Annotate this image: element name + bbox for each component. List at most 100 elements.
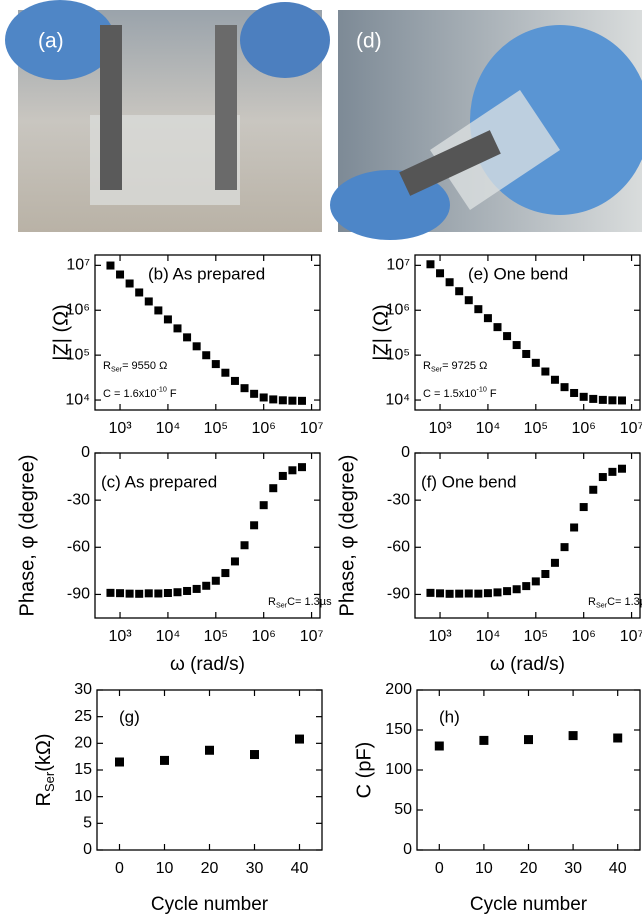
data-point (426, 260, 435, 269)
data-point (522, 349, 531, 358)
text-part: F (487, 388, 497, 400)
y-tick-label: 0 (83, 841, 92, 858)
data-point (522, 582, 531, 591)
y-tick-label: 30 (74, 681, 92, 698)
panel-label: (e) One bend (468, 264, 568, 283)
y-axis-label: |Z| (Ω) (50, 304, 72, 360)
data-point (617, 396, 626, 405)
x-tick-label: 10⁵ (204, 628, 228, 645)
data-point (541, 570, 550, 578)
data-point (202, 581, 211, 590)
data-point (221, 368, 230, 377)
data-point (570, 523, 579, 532)
text-part: R (103, 360, 111, 372)
data-point (568, 731, 578, 741)
data-point (579, 392, 588, 401)
annotation: RSer= 9725 Ω (423, 360, 487, 373)
text-part: (kΩ) (33, 734, 55, 772)
y-tick-label: 10⁵ (386, 346, 410, 363)
data-point (154, 589, 163, 598)
data-point (106, 588, 115, 597)
data-point (550, 558, 559, 567)
x-tick-label: 10⁵ (524, 420, 548, 437)
y-axis-label: |Z| (Ω) (370, 304, 392, 360)
data-point (250, 521, 259, 530)
y-tick-label: 0 (81, 444, 90, 461)
text-part: C = 1.5x10 (423, 388, 477, 400)
annotation: C = 1.6x10-10 F (103, 385, 177, 399)
data-point (531, 577, 540, 586)
data-point (173, 588, 182, 597)
y-tick-label: 20 (74, 735, 92, 752)
x-axis-label: ω (rad/s) (170, 654, 245, 675)
data-point (240, 384, 249, 393)
x-tick-label: 30 (246, 860, 264, 877)
plot-frame (414, 254, 641, 411)
data-point (278, 396, 287, 405)
data-point (579, 503, 588, 512)
x-axis-label: ω (rad/s) (490, 654, 565, 675)
data-point (550, 375, 559, 384)
data-point (474, 305, 483, 314)
data-point (598, 473, 607, 482)
data-point (192, 584, 201, 593)
text-part: Ser (42, 771, 57, 792)
data-point (144, 589, 153, 598)
photo-d: (d) (330, 10, 642, 240)
data-point (163, 315, 172, 324)
photo-label: (a) (38, 30, 64, 53)
data-point (464, 589, 473, 598)
plot-frame (94, 452, 321, 619)
y-axis-label: C (pF) (353, 742, 375, 799)
data-point (503, 332, 512, 341)
x-tick-label: 10⁶ (571, 628, 595, 645)
data-point (125, 589, 134, 598)
data-point (589, 394, 598, 403)
data-point (144, 297, 153, 306)
text-part: R (588, 596, 596, 608)
data-point (205, 745, 214, 755)
data-point (493, 588, 502, 597)
text-part: Ser (596, 601, 608, 609)
text-part: F (167, 388, 177, 400)
text-part: C= 1.3µs (287, 596, 332, 608)
y-tick-label: 50 (394, 801, 412, 818)
y-axis-label: Phase, φ (degree) (336, 455, 358, 617)
x-tick-label: 10⁶ (571, 420, 595, 437)
data-point (436, 589, 445, 598)
data-point (464, 296, 473, 305)
data-point (608, 467, 617, 476)
annotation: RSerC= 1.3µs (588, 596, 642, 609)
panel-label: (g) (119, 707, 140, 726)
data-point (426, 588, 435, 597)
data-point (483, 589, 492, 598)
data-point (483, 314, 492, 323)
text-part: Ser (276, 601, 288, 609)
data-point (183, 333, 192, 342)
y-tick-label: -30 (67, 491, 90, 508)
x-tick-label: 40 (609, 860, 627, 877)
x-tick-label: 10⁷ (300, 420, 324, 437)
x-tick-label: 0 (435, 860, 444, 877)
data-point (269, 484, 278, 493)
x-tick-label: 0 (115, 860, 124, 877)
x-tick-label: 20 (201, 860, 219, 877)
text-part: C = 1.6x10 (103, 388, 157, 400)
y-tick-label: -60 (67, 539, 90, 556)
data-point (560, 383, 569, 392)
data-point (560, 543, 569, 552)
data-point (541, 367, 550, 376)
data-point (269, 395, 278, 404)
data-point (116, 589, 125, 598)
data-point (163, 589, 172, 598)
data-point (455, 287, 464, 296)
data-point (531, 358, 540, 367)
x-tick-label: 10⁷ (620, 420, 642, 437)
data-point (455, 589, 464, 598)
data-point (434, 741, 444, 751)
x-tick-label: 10³ (108, 628, 132, 645)
x-tick-label: 10⁶ (251, 628, 275, 645)
data-point (250, 389, 259, 398)
photo-a: (a) (5, 0, 330, 232)
x-tick-label: 10⁴ (156, 420, 181, 437)
